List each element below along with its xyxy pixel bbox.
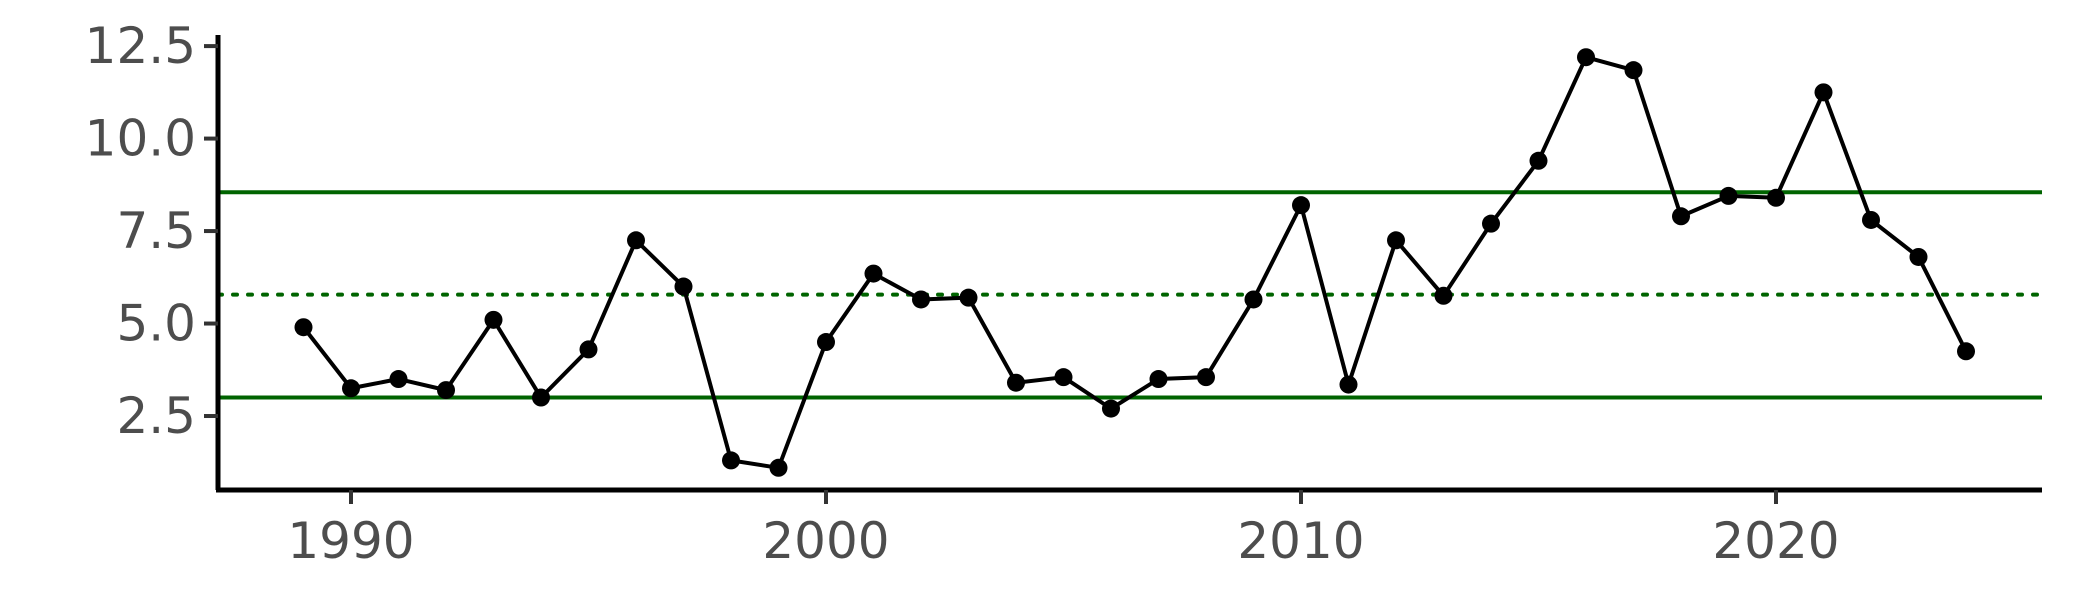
data-point xyxy=(342,379,360,398)
data-point xyxy=(864,264,883,283)
y-tick-label: 12.5 xyxy=(85,17,196,75)
data-point xyxy=(1339,375,1358,394)
x-tick-label: 2000 xyxy=(762,512,889,570)
x-tick-label: 2020 xyxy=(1712,512,1839,570)
data-point xyxy=(959,288,978,307)
data-point xyxy=(722,451,740,470)
data-point xyxy=(484,310,503,329)
data-point xyxy=(1292,196,1310,215)
data-point xyxy=(817,333,835,352)
y-tick-label: 10.0 xyxy=(85,110,196,168)
data-point xyxy=(1197,368,1215,387)
data-point xyxy=(1862,210,1880,229)
data-point xyxy=(1054,368,1073,387)
data-point xyxy=(1102,399,1120,418)
data-point xyxy=(532,388,550,407)
reference-lines xyxy=(216,190,2044,400)
series-line xyxy=(301,55,1968,470)
data-point xyxy=(1387,231,1405,250)
data-point xyxy=(1482,214,1500,233)
data-point xyxy=(674,277,693,296)
data-series xyxy=(294,48,1975,477)
data-point xyxy=(1529,151,1548,170)
x-ticks: 1990 2000 2010 2020 xyxy=(287,490,1840,570)
data-point xyxy=(1672,207,1690,226)
data-point xyxy=(579,340,598,359)
x-tick-label: 1990 xyxy=(287,512,414,570)
data-point xyxy=(294,318,313,337)
y-tick-label: 5.0 xyxy=(116,295,196,353)
data-point xyxy=(769,458,788,477)
data-point xyxy=(912,290,930,309)
data-point xyxy=(1149,370,1168,389)
data-point xyxy=(627,231,645,250)
data-point xyxy=(1624,61,1643,80)
data-point xyxy=(1007,373,1025,392)
axes xyxy=(215,35,2042,493)
data-point xyxy=(1577,48,1595,67)
data-point xyxy=(1719,186,1738,205)
data-point xyxy=(1767,188,1785,207)
data-point xyxy=(437,381,455,400)
data-point xyxy=(1244,290,1263,309)
x-tick-label: 2010 xyxy=(1237,512,1364,570)
y-ticks: 2.5 5.0 7.5 10.0 12.5 xyxy=(85,17,218,445)
data-point xyxy=(1434,286,1453,305)
data-point xyxy=(1814,83,1833,102)
y-tick-label: 2.5 xyxy=(116,387,196,445)
data-point xyxy=(1909,247,1928,266)
y-tick-label: 7.5 xyxy=(116,202,196,260)
data-point xyxy=(1957,342,1975,361)
data-point xyxy=(389,370,408,389)
